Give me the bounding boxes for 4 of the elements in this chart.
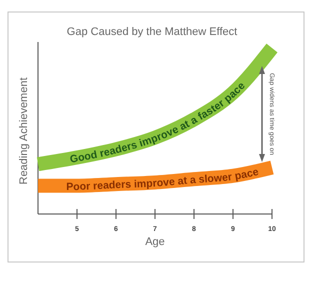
y-axis-title: Reading Achievement — [18, 77, 30, 185]
x-axis-title: Age — [145, 236, 165, 248]
series-label: Poor readers improve at a slower pace — [66, 166, 260, 193]
chart-title: Gap Caused by the Matthew Effect — [66, 26, 238, 38]
